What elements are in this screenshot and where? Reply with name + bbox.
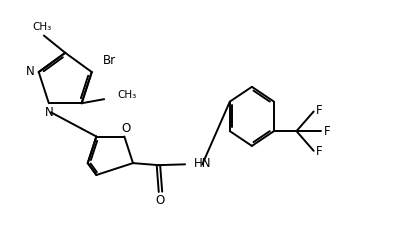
Text: HN: HN (194, 157, 211, 170)
Text: N: N (26, 65, 35, 78)
Text: O: O (156, 194, 165, 207)
Text: F: F (316, 145, 323, 158)
Text: Br: Br (103, 54, 116, 67)
Text: CH₃: CH₃ (118, 90, 137, 100)
Text: F: F (323, 125, 330, 138)
Text: N: N (44, 106, 53, 119)
Text: F: F (316, 104, 323, 117)
Text: O: O (121, 122, 130, 135)
Text: CH₃: CH₃ (33, 22, 52, 32)
